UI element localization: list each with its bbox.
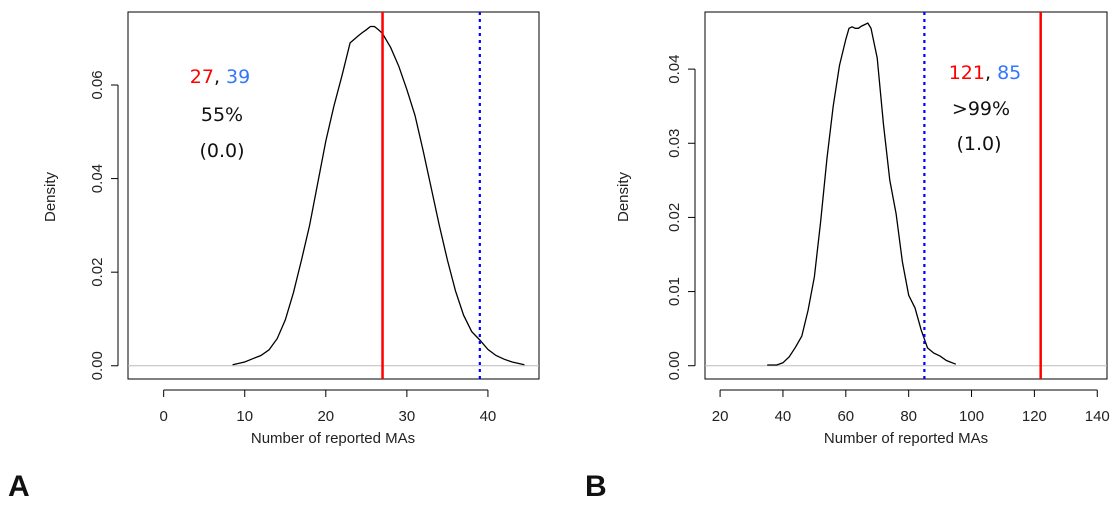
y-tick-label: 0.01: [666, 277, 683, 306]
x-tick-label: 40: [480, 408, 497, 425]
x-tick-label: 140: [1085, 408, 1110, 425]
panel-b: 20 40 60 80 100 120 140 0.00 0.01 0.02 0.03 0.04 1…: [585, 11, 1110, 503]
x-tick-label: 20: [712, 408, 729, 425]
x-axis: 20 40 60 80 100 120 140: [712, 389, 1110, 425]
y-axis: 0.00 0.01 0.02 0.03 0.04: [666, 54, 696, 380]
x-tick-label: 100: [959, 408, 984, 425]
y-tick-label: 0.03: [666, 129, 683, 158]
annotation-counts: 121, 85: [949, 62, 1022, 84]
density-curve: [767, 22, 957, 366]
annotation-value: (1.0): [956, 133, 1001, 155]
y-axis-label: Density: [615, 171, 632, 222]
x-tick-label: 10: [236, 408, 253, 425]
y-tick-label: 0.04: [89, 164, 106, 193]
x-axis: 0 10 20 30 40: [159, 389, 497, 425]
annotation-percent: >99%: [952, 98, 1010, 120]
x-axis-label: Number of reported MAs: [251, 430, 415, 447]
y-tick-label: 0.04: [666, 54, 683, 83]
observed-count: 27: [190, 66, 214, 88]
annotation-percent: 55%: [201, 104, 243, 126]
x-tick-label: 0: [159, 408, 167, 425]
y-tick-label: 0.00: [666, 351, 683, 380]
expected-count: 85: [997, 62, 1021, 84]
observed-count: 121: [949, 62, 985, 84]
annotation-counts: 27, 39: [190, 66, 250, 88]
y-tick-label: 0.00: [89, 351, 106, 380]
x-tick-label: 20: [317, 408, 334, 425]
annotation-value: (0.0): [199, 140, 244, 162]
y-tick-label: 0.06: [89, 70, 106, 99]
y-axis-label: Density: [42, 171, 59, 222]
x-tick-label: 40: [775, 408, 792, 425]
panel-a: 0 10 20 30 40 0.00 0.02 0.04 0.06 27, 39 55% (0…: [8, 11, 540, 503]
panel-letter: B: [585, 470, 607, 503]
density-curve: [232, 25, 525, 366]
plot-frame: [704, 11, 1108, 380]
plot-frame: [127, 11, 540, 380]
x-tick-label: 60: [837, 408, 854, 425]
y-tick-label: 0.02: [666, 203, 683, 232]
x-axis-label: Number of reported MAs: [824, 430, 988, 447]
expected-count: 39: [226, 66, 250, 88]
separator: ,: [214, 66, 226, 88]
y-tick-label: 0.02: [89, 258, 106, 287]
separator: ,: [985, 62, 997, 84]
panel-letter: A: [8, 470, 30, 503]
x-tick-label: 30: [399, 408, 416, 425]
x-tick-label: 120: [1022, 408, 1047, 425]
x-tick-label: 80: [900, 408, 917, 425]
y-axis: 0.00 0.02 0.04 0.06: [89, 70, 119, 380]
